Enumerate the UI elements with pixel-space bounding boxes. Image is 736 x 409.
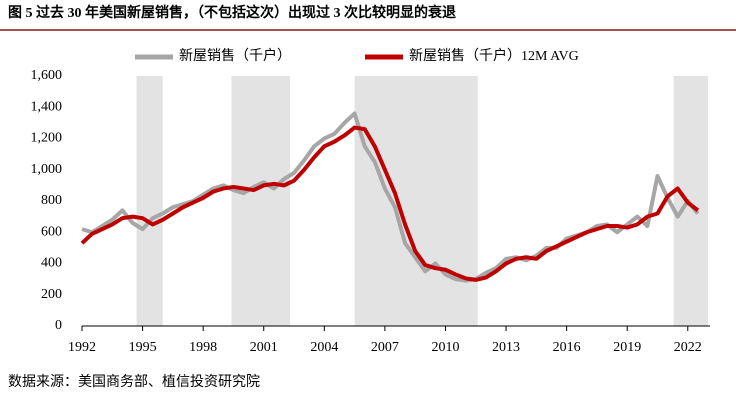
x-tick-label: 1998 [189, 340, 217, 355]
source: 数据来源：美国商务部、植信投资研究院 [8, 374, 260, 390]
y-tick-label: 1,400 [31, 99, 63, 114]
legend-label: 新屋销售（千户）12M AVG [409, 47, 579, 64]
x-tick-label: 2001 [250, 340, 278, 355]
y-tick-label: 200 [41, 287, 62, 302]
x-tick-label: 2007 [371, 340, 399, 355]
y-tick-label: 0 [55, 318, 62, 333]
shaded-period [354, 76, 478, 326]
chart-title: 图 5 过去 30 年美国新屋销售，（不包括这次）出现过 3 次比较明显的衰退 [8, 4, 456, 21]
shaded-period [136, 76, 163, 326]
x-tick-label: 2013 [492, 340, 520, 355]
x-tick-label: 2010 [431, 340, 459, 355]
x-tick-label: 2004 [310, 340, 338, 355]
y-tick-label: 1,000 [31, 162, 63, 177]
legend-label: 新屋销售（千户） [179, 47, 291, 64]
y-tick-label: 800 [41, 193, 62, 208]
y-tick-label: 1,600 [31, 68, 63, 83]
x-tick-label: 2019 [613, 340, 641, 355]
series-line [81, 111, 700, 283]
x-tick-label: 2022 [674, 340, 702, 355]
y-tick-label: 1,200 [31, 131, 63, 146]
y-tick-label: 600 [41, 224, 62, 239]
x-tick-label: 2016 [553, 340, 581, 355]
x-tick-label: 1992 [68, 340, 96, 355]
shaded-period [231, 76, 290, 326]
shaded-period [673, 76, 708, 326]
series-line [80, 125, 700, 282]
y-tick-label: 400 [41, 256, 62, 271]
x-tick-label: 1995 [129, 340, 157, 355]
